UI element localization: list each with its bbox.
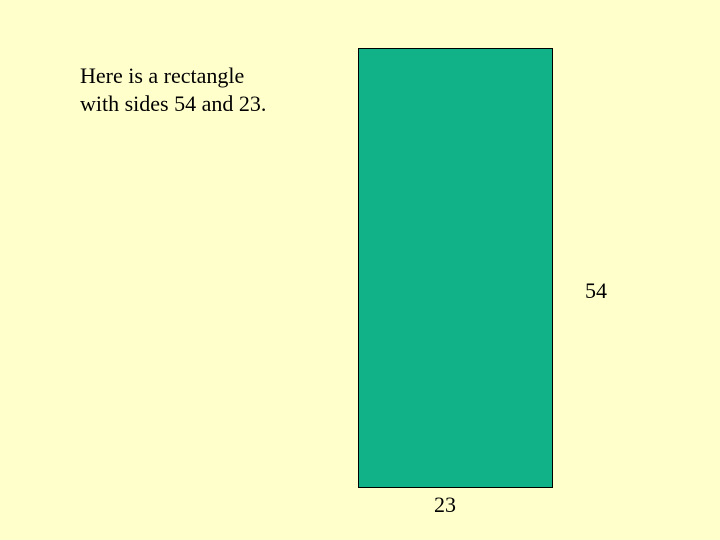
description-line-2: with sides 54 and 23. bbox=[80, 91, 266, 116]
slide: Here is a rectangle with sides 54 and 23… bbox=[0, 0, 720, 540]
side-width-label: 23 bbox=[434, 492, 456, 518]
description-line-1: Here is a rectangle bbox=[80, 63, 244, 88]
rectangle-shape bbox=[358, 48, 553, 488]
description-text: Here is a rectangle with sides 54 and 23… bbox=[80, 62, 266, 117]
side-height-label: 54 bbox=[585, 278, 607, 304]
